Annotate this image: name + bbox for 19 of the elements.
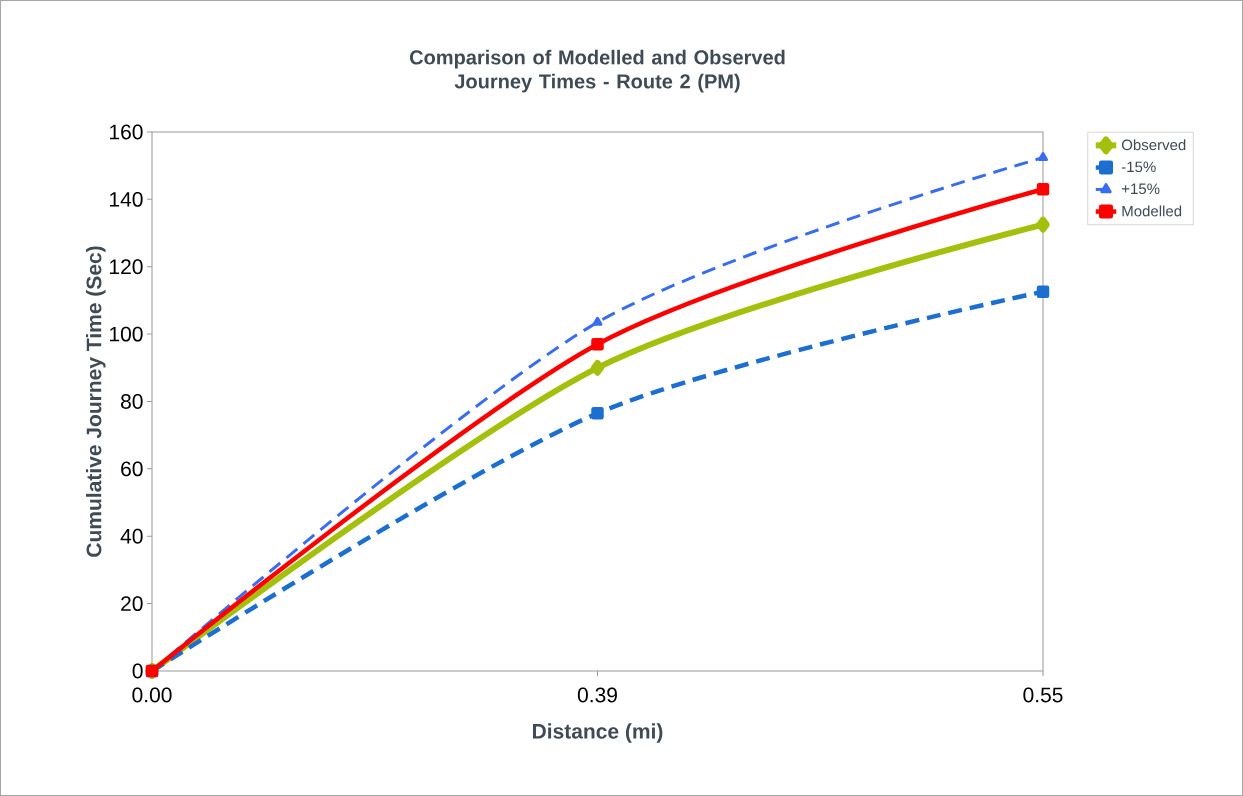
- x-tick-label: 0.00: [132, 687, 172, 703]
- legend-label: -15%: [1121, 161, 1156, 173]
- y-tick-label: 120: [110, 259, 143, 275]
- x-tick-label: 0.55: [1023, 687, 1063, 703]
- legend-label: Modelled: [1122, 205, 1182, 217]
- x-axis-title: Distance (mi): [532, 723, 663, 743]
- y-tick-label: 0: [132, 663, 143, 679]
- y-tick-label: 40: [120, 528, 143, 544]
- y-tick-label: 60: [121, 461, 143, 477]
- y-tick-label: 140: [110, 191, 143, 207]
- y-tick-label: 100: [110, 326, 143, 342]
- y-tick-label: 20: [121, 596, 143, 612]
- chart-title: Comparison of Modelled and Observed Journey Times - Route 2 (PM): [409, 49, 785, 93]
- legend-label: +15%: [1121, 183, 1160, 195]
- y-tick-label: 160: [110, 124, 143, 140]
- y-tick-label: 80: [121, 394, 143, 409]
- y-axis-title: Cumulative Journey Time (Sec): [85, 246, 106, 557]
- x-tick-label: 0.39: [577, 687, 617, 703]
- legend-label: Observed: [1121, 139, 1186, 151]
